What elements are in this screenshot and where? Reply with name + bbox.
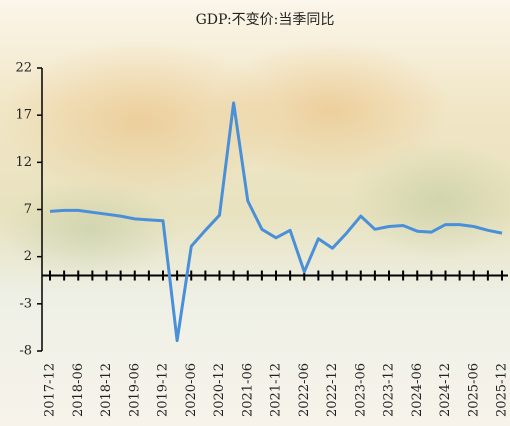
y-tick-label: 2 <box>24 249 32 264</box>
y-tick-label: 17 <box>15 108 32 123</box>
background-texture <box>0 180 180 280</box>
x-tick-label: 2022-12 <box>325 363 340 417</box>
x-tick-label: 2024-06 <box>410 363 425 417</box>
x-tick-label: 2023-06 <box>353 363 368 417</box>
x-tick-label: 2021-12 <box>269 363 284 417</box>
x-tick-label: 2021-06 <box>240 363 255 417</box>
x-tick-label: 2025-06 <box>466 363 481 417</box>
x-tick-label: 2019-12 <box>156 363 171 417</box>
y-tick-label: 22 <box>15 61 32 76</box>
chart: GDP:不变价:当季同比 -8 -3 2 7 12 17 22 2017-12 2018-06 2… <box>0 0 510 426</box>
x-tick-label: 2025-12 <box>495 363 510 417</box>
x-tick-label: 2019-06 <box>127 363 142 417</box>
x-tick-label: 2017-12 <box>43 363 58 417</box>
x-tick-label: 2020-06 <box>184 363 199 417</box>
y-tick-label: -8 <box>19 344 32 359</box>
x-tick-label: 2020-12 <box>212 363 227 417</box>
y-tick-label: 7 <box>24 202 32 217</box>
page: {"chart_data": {"type": "line", "title":… <box>0 0 510 426</box>
x-tick-label: 2023-12 <box>382 363 397 417</box>
y-tick-label: -3 <box>19 296 32 311</box>
x-tick-label: 2018-12 <box>99 363 114 417</box>
x-tick-label: 2018-06 <box>71 363 86 417</box>
x-tick-label: 2024-12 <box>438 363 453 417</box>
chart-title: GDP:不变价:当季同比 <box>196 12 335 28</box>
x-tick-label: 2022-06 <box>297 363 312 417</box>
y-tick-label: 12 <box>15 155 32 170</box>
